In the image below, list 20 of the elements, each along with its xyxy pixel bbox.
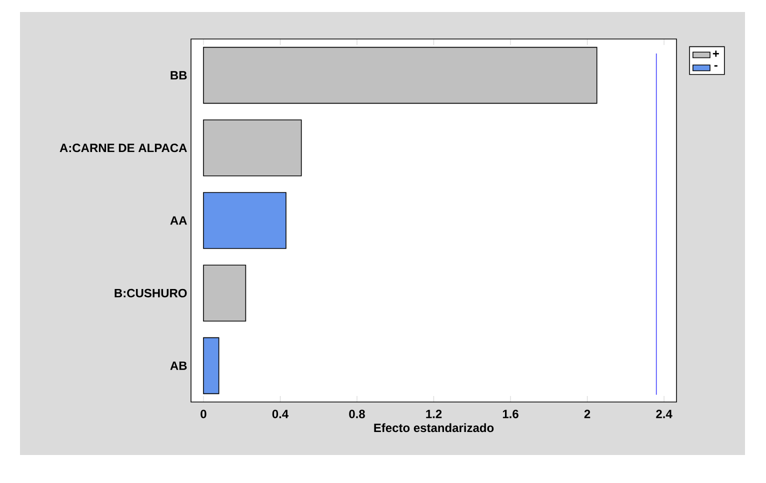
- x-tick-label: 2.4: [656, 410, 672, 418]
- legend-label: -: [714, 65, 718, 67]
- legend-label: +: [712, 50, 719, 57]
- x-tick-label: 2: [584, 410, 590, 418]
- y-tick-label: A:CARNE DE ALPACA: [60, 144, 187, 152]
- bar: [203, 264, 246, 322]
- x-tick-label: 1.6: [502, 410, 518, 418]
- bar: [203, 120, 302, 176]
- y-tick-label: AA: [170, 216, 187, 225]
- x-tick-label: 1.2: [426, 410, 442, 418]
- bar: [203, 192, 286, 249]
- bar: [203, 337, 220, 394]
- x-axis-title: Efecto estandarizado: [374, 423, 494, 432]
- y-tick-label: BB: [170, 71, 187, 80]
- x-tick-label: 0.4: [272, 410, 289, 418]
- bar: [203, 46, 598, 104]
- x-tick-label: 0.8: [349, 410, 365, 418]
- y-tick-label: AB: [170, 362, 187, 370]
- x-tick-label: 0: [200, 410, 206, 418]
- y-tick-label: B:CUSHURO: [114, 288, 187, 298]
